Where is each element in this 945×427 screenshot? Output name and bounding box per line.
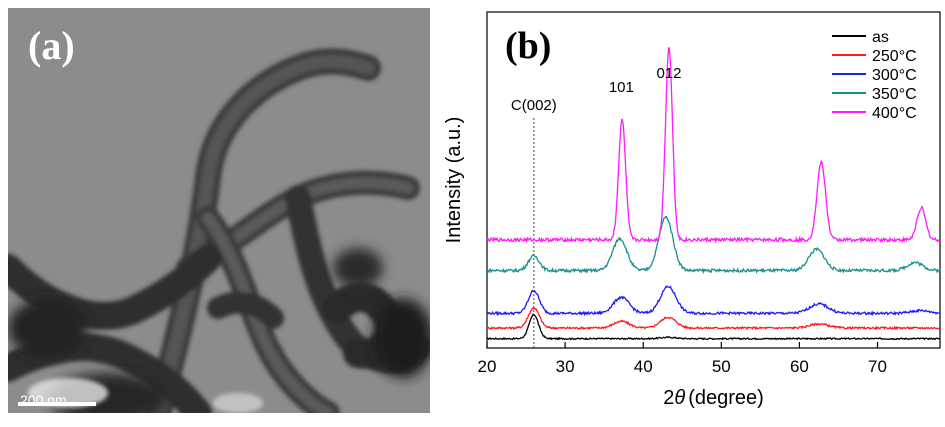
legend-label: 300°C (872, 67, 917, 84)
series-lines (486, 47, 941, 341)
xrd-chart-svg: 20 30 40 50 60 70 C(002) 101 012 as 250°C 300°C 35… (443, 11, 941, 409)
scale-bar-label: 200 nm (20, 392, 67, 408)
panel-b-label: (b) (505, 25, 551, 67)
legend-label: 250°C (872, 48, 917, 65)
tem-micrograph: (a) 200 nm (8, 8, 430, 413)
x-axis-label: 2θ (degree) (663, 387, 764, 409)
peak-annotations: C(002) 101 012 (511, 65, 682, 114)
tem-image (8, 8, 430, 413)
x-axis-ticks: 20 30 40 50 60 70 (478, 342, 887, 376)
x-axis-label-symbol: θ (674, 387, 685, 409)
legend: as 250°C 300°C 350°C 400°C (832, 29, 917, 122)
legend-label: 350°C (872, 86, 917, 103)
x-tick-label: 70 (868, 357, 887, 376)
x-axis-label-prefix: 2 (663, 387, 674, 409)
y-axis-label: Intensity (a.u.) (443, 117, 465, 244)
x-tick-label: 40 (634, 357, 653, 376)
series-line-4 (486, 47, 941, 244)
x-tick-label: 50 (712, 357, 731, 376)
x-tick-label: 20 (478, 357, 497, 376)
x-tick-label: 60 (790, 357, 809, 376)
series-line-3 (486, 215, 941, 275)
annotation-label: C(002) (511, 97, 557, 114)
series-line-2 (486, 285, 941, 317)
x-tick-label: 30 (556, 357, 575, 376)
annotation-label: 101 (609, 79, 634, 96)
annotation-label: 012 (656, 65, 681, 82)
x-axis-label-unit: (degree) (688, 387, 764, 409)
bright-patches (28, 378, 263, 413)
legend-label: as (872, 29, 889, 46)
series-line-0 (487, 313, 941, 341)
panel-a-label: (a) (28, 23, 75, 68)
plot-area-frame (486, 11, 941, 349)
legend-label: 400°C (872, 105, 917, 122)
xrd-chart: 20 30 40 50 60 70 C(002) 101 012 as 250°C 300°C 35… (430, 0, 945, 422)
series-line-1 (486, 307, 941, 331)
